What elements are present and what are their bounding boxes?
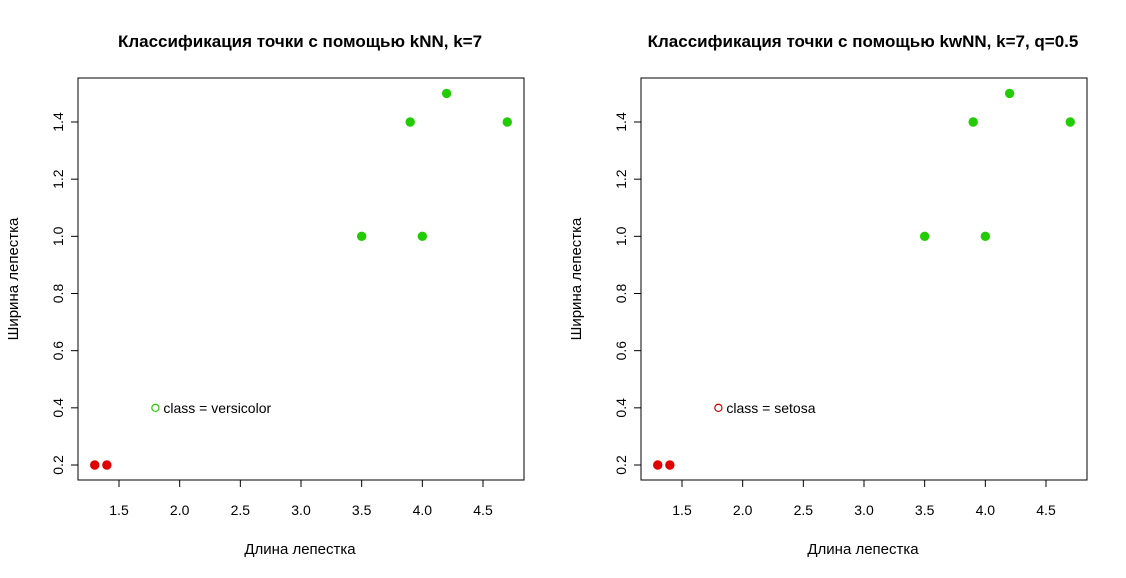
y-tick-label: 1.2	[50, 169, 66, 189]
y-axis-label: Ширина лепестка	[5, 217, 22, 340]
data-points: class = setosa	[653, 88, 1075, 470]
data-point	[1004, 88, 1015, 99]
x-tick-label: 1.5	[109, 502, 129, 518]
y-tick-label: 0.4	[50, 398, 66, 418]
x-tick-label: 4.0	[976, 502, 996, 518]
plot-frame	[640, 77, 1088, 481]
class-annotation: class = versicolor	[163, 400, 271, 416]
data-point	[919, 231, 930, 242]
y-tick-label: 1.0	[613, 226, 629, 246]
y-axis-label: Ширина лепестка	[568, 217, 585, 340]
y-tick-label: 1.0	[50, 226, 66, 246]
x-tick-label: 2.0	[733, 502, 753, 518]
y-tick-label: 1.4	[613, 112, 629, 132]
chart-panel-knn: Классификация точки с помощью kNN, k=7 1…	[5, 32, 525, 558]
axis-ticks: 1.5 2.0 2.5 3.0 3.5 4.0 4.5 0.2 0.4 0.6 0.8 1.0 1.2 1…	[50, 112, 493, 518]
data-point	[665, 460, 675, 470]
chart-title: Классификация точки с помощью kNN, k=7	[118, 32, 482, 51]
data-point	[441, 88, 452, 99]
y-tick-label: 0.4	[613, 398, 629, 418]
data-point	[417, 231, 428, 242]
chart-title: Классификация точки с помощью kwNN, k=7,…	[648, 32, 1079, 51]
y-tick-label: 1.4	[50, 112, 66, 132]
x-tick-label: 4.5	[1036, 502, 1056, 518]
query-point	[714, 403, 723, 413]
data-point	[653, 460, 663, 470]
data-point	[102, 460, 112, 470]
x-tick-label: 3.5	[352, 502, 372, 518]
x-axis-label: Длина лепестка	[807, 541, 919, 558]
class-annotation: class = setosa	[726, 400, 815, 416]
data-point	[502, 117, 512, 127]
chart-panel-kwnn: Классификация точки с помощью kwNN, k=7,…	[563, 0, 1126, 578]
x-tick-label: 4.0	[413, 502, 433, 518]
x-tick-label: 3.0	[291, 502, 311, 518]
data-point	[90, 460, 100, 470]
x-tick-label: 2.5	[231, 502, 251, 518]
y-tick-label: 1.2	[613, 169, 629, 189]
y-tick-label: 0.6	[613, 341, 629, 361]
data-point	[1065, 117, 1075, 127]
data-points: class = versicolor	[90, 88, 512, 470]
y-tick-label: 0.8	[613, 284, 629, 304]
x-tick-label: 1.5	[672, 502, 692, 518]
query-point	[151, 403, 160, 413]
axis-ticks: 1.5 2.0 2.5 3.0 3.5 4.0 4.5 0.2 0.4 0.6 0.8 1.0 1.2 1…	[613, 112, 1056, 518]
plot-frame	[77, 77, 525, 481]
x-axis-label: Длина лепестка	[244, 541, 356, 558]
y-tick-label: 0.8	[50, 284, 66, 304]
y-tick-label: 0.2	[50, 455, 66, 475]
data-point	[968, 117, 978, 127]
x-tick-label: 4.5	[473, 502, 493, 518]
data-point	[405, 117, 415, 127]
y-tick-label: 0.6	[50, 341, 66, 361]
x-tick-label: 3.0	[854, 502, 874, 518]
x-tick-label: 2.5	[794, 502, 814, 518]
data-point	[356, 231, 367, 242]
scatter-chart-kwnn: Классификация точки с помощью kwNN, k=7,…	[568, 32, 1088, 558]
x-tick-label: 2.0	[170, 502, 190, 518]
y-tick-label: 0.2	[613, 455, 629, 475]
scatter-chart-knn: Классификация точки с помощью kNN, k=7 1…	[5, 32, 525, 558]
data-point	[980, 231, 991, 242]
x-tick-label: 3.5	[915, 502, 935, 518]
